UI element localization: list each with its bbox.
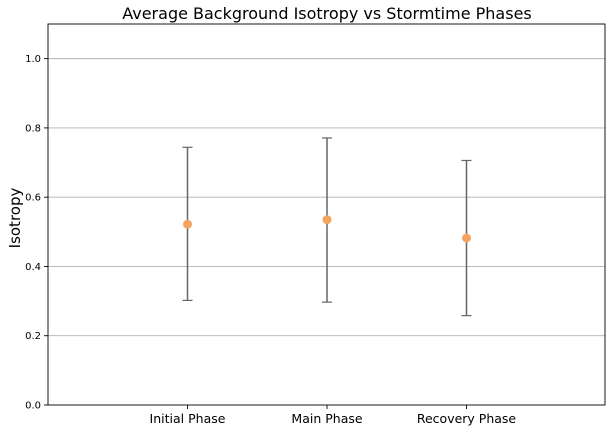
x-axis-ticks: Initial Phase Main Phase Recovery Phase	[150, 405, 517, 426]
y-tick-label: 1.0	[25, 54, 41, 65]
y-tick-label: 0.8	[25, 123, 41, 134]
y-tick-label: 0.2	[25, 331, 41, 342]
x-tick-label: Initial Phase	[150, 411, 226, 426]
chart-title: Average Background Isotropy vs Stormtime…	[122, 4, 532, 23]
data-point	[183, 219, 192, 229]
data-point	[322, 215, 332, 225]
y-tick-label: 0.6	[25, 193, 41, 204]
x-tick-label: Main Phase	[291, 411, 362, 426]
y-axis-label: Isotropy	[6, 188, 24, 249]
plot-frame	[47, 23, 606, 406]
data-points	[183, 215, 471, 243]
y-tick-label: 0.4	[25, 262, 41, 273]
x-tick-label: Recovery Phase	[417, 411, 517, 426]
error-bars	[182, 137, 472, 317]
data-point	[462, 233, 471, 243]
y-axis-ticks: 0.0 0.2 0.4 0.6 0.8 1.0	[25, 54, 48, 412]
y-tick-label: 0.0	[25, 401, 41, 412]
